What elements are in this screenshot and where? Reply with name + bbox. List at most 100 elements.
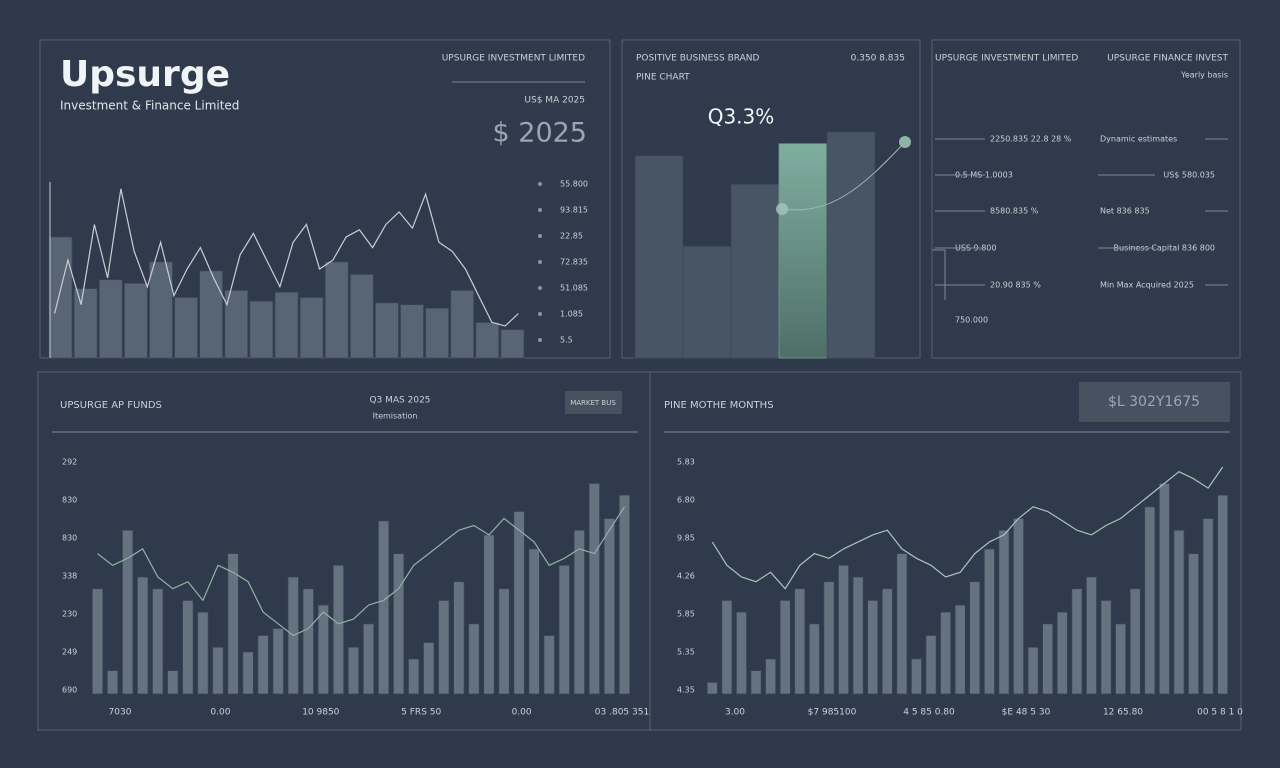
bar <box>423 642 435 695</box>
button-label[interactable]: MARKET BUS <box>570 399 616 407</box>
bar <box>1071 588 1083 695</box>
bar <box>513 511 525 695</box>
bar <box>152 588 164 695</box>
panel-title: UPSURGE AP FUNDS <box>60 400 162 411</box>
side-value: 55.800 <box>560 180 588 189</box>
bar <box>362 623 375 695</box>
y-tick-label: 249 <box>62 648 77 657</box>
bar <box>881 588 893 695</box>
bar <box>121 529 134 695</box>
bar <box>778 143 828 359</box>
bar <box>735 611 747 695</box>
bar <box>500 329 525 359</box>
bar <box>349 273 374 359</box>
bar <box>332 564 345 695</box>
bar <box>573 529 585 695</box>
bar <box>197 611 209 695</box>
side-value: 51.085 <box>560 284 588 293</box>
bar <box>392 553 405 695</box>
connector <box>781 141 906 211</box>
bar <box>468 623 480 695</box>
bar <box>867 600 879 695</box>
y-tick-label: 5.85 <box>677 610 695 619</box>
x-tick-label: 0.00 <box>512 708 532 718</box>
period: US$ MA 2025 <box>524 96 585 106</box>
annotation: Q3.3% <box>708 105 775 129</box>
bar <box>438 600 450 695</box>
bar <box>374 302 399 359</box>
x-tick-label: $7 985100 <box>808 708 857 718</box>
bar <box>98 279 123 359</box>
x-tick-label: 4 5 85 0.80 <box>903 708 955 718</box>
row-text: Min Max Acquired 2025 <box>1100 281 1194 290</box>
line <box>54 188 519 327</box>
bar <box>199 270 224 359</box>
bar <box>347 646 360 695</box>
bar <box>498 588 510 695</box>
bar <box>706 681 718 695</box>
bar <box>242 651 254 695</box>
bar <box>91 588 104 695</box>
bar <box>558 564 570 695</box>
x-tick-label: $E 48 5 30 <box>1002 708 1051 718</box>
bar <box>1144 506 1156 695</box>
marker <box>776 203 788 215</box>
bar <box>224 289 249 359</box>
y-tick-label: 830 <box>62 534 77 543</box>
x-tick-label: 10 9850 <box>302 708 339 718</box>
x-tick-label: 3.00 <box>725 708 745 718</box>
bar <box>174 297 199 359</box>
side-value: 72.835 <box>560 258 588 267</box>
bar <box>299 297 324 359</box>
x-tick-label: 5 FRS 50 <box>401 708 441 718</box>
bar <box>634 155 684 359</box>
y-tick-label: 338 <box>62 572 77 581</box>
panel-subtitle: PINE CHART <box>636 73 690 83</box>
row-text: 20.90 835 % <box>990 281 1041 290</box>
button[interactable] <box>565 391 622 414</box>
bar <box>1085 576 1097 695</box>
bar <box>167 670 179 695</box>
bar <box>588 482 601 695</box>
bar <box>408 658 420 695</box>
brand-subtitle: Investment & Finance Limited <box>60 99 239 113</box>
row-text: 2250.835 22.8 28 % <box>990 135 1072 144</box>
bar <box>1013 518 1025 695</box>
line <box>711 466 1224 590</box>
bar <box>106 670 119 695</box>
bar <box>779 600 791 695</box>
row-text: US$ 580.035 <box>1163 171 1215 180</box>
bar <box>274 291 299 359</box>
x-tick-label: 12 65.80 <box>1103 708 1143 718</box>
bar <box>425 307 450 359</box>
bar <box>73 288 98 359</box>
bar <box>1158 482 1170 695</box>
panel <box>931 39 1241 359</box>
row-text: 8580.835 % <box>990 207 1039 216</box>
bar <box>794 588 806 695</box>
bar <box>682 245 732 359</box>
button[interactable] <box>1079 382 1230 422</box>
bar <box>123 282 148 359</box>
marker <box>538 338 542 342</box>
bar <box>603 518 616 695</box>
bar <box>324 261 349 359</box>
x-tick-label: 0.00 <box>210 708 230 718</box>
bar <box>1027 646 1039 695</box>
y-tick-label: 292 <box>62 458 77 467</box>
marker <box>538 182 542 186</box>
bar <box>317 604 330 695</box>
row-text: 750.000 <box>955 316 988 325</box>
headline: $ 2025 <box>493 118 587 149</box>
bar <box>48 236 73 359</box>
marker <box>899 136 911 148</box>
row-text: Dynamic estimates <box>1100 135 1177 144</box>
side-value: 1.085 <box>560 310 583 319</box>
y-tick-label: 4.26 <box>677 572 695 581</box>
y-tick-label: 9.85 <box>677 534 695 543</box>
bar <box>212 646 224 695</box>
note: Yearly basis <box>1180 71 1228 80</box>
button-label[interactable]: $L 302Y1675 <box>1108 394 1200 410</box>
bar <box>826 131 876 359</box>
